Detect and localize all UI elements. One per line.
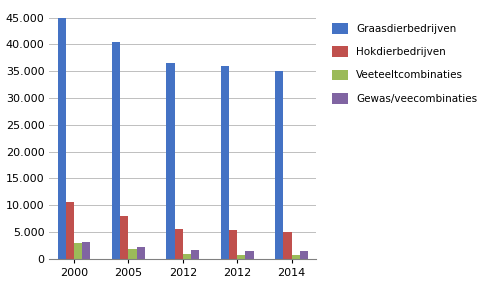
Bar <box>275 71 284 259</box>
Bar <box>136 247 145 259</box>
Bar <box>120 216 128 259</box>
Bar <box>300 251 308 259</box>
Bar <box>66 203 74 259</box>
Bar <box>221 66 229 259</box>
Bar <box>291 255 300 259</box>
Bar <box>82 242 90 259</box>
Bar <box>246 251 253 259</box>
Bar <box>229 230 237 259</box>
Bar <box>166 63 174 259</box>
Bar <box>112 42 120 259</box>
Bar <box>58 18 66 259</box>
Bar <box>183 254 191 259</box>
Bar <box>237 255 246 259</box>
Bar <box>284 232 291 259</box>
Bar <box>174 229 183 259</box>
Legend: Graasdierbedrijven, Hokdierbedrijven, Veeteeltcombinaties, Gewas/veecombinaties: Graasdierbedrijven, Hokdierbedrijven, Ve… <box>332 23 477 104</box>
Bar <box>128 249 136 259</box>
Bar <box>74 243 82 259</box>
Bar <box>191 250 199 259</box>
